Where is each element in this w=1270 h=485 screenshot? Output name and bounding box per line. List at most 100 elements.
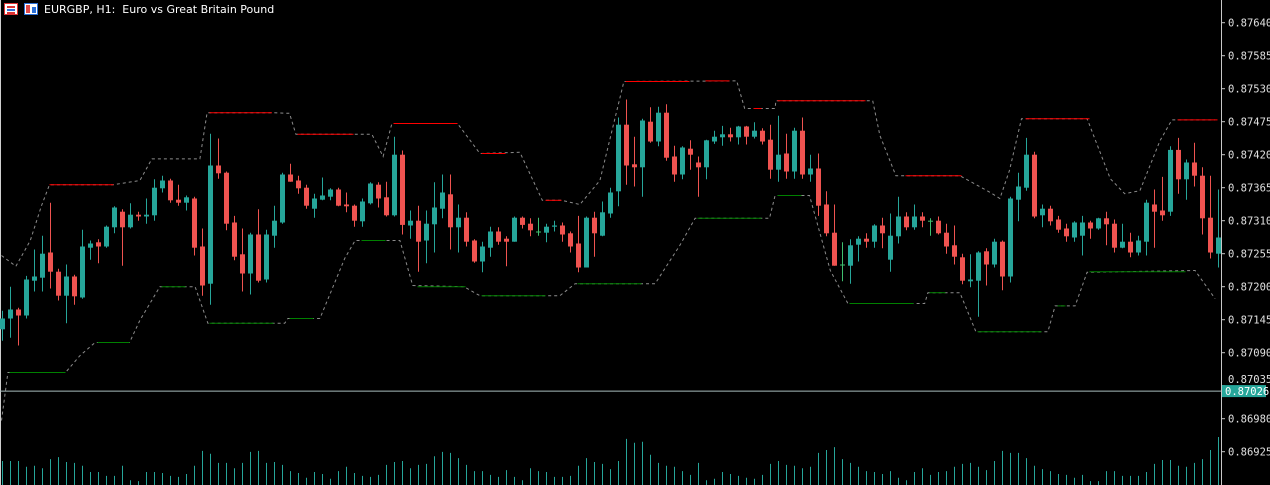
candle-body: [8, 309, 13, 319]
candle-body: [1072, 222, 1077, 238]
bull-candle: [360, 198, 365, 227]
bull-candle: [208, 133, 213, 305]
candle-body: [952, 245, 957, 257]
candle-body: [64, 276, 69, 296]
bull-candle: [736, 125, 741, 145]
candle-body: [336, 189, 341, 206]
bear-candle: [800, 117, 805, 179]
candle-body: [96, 242, 101, 247]
candle-body: [528, 223, 533, 231]
bull-candle: [80, 229, 85, 299]
bull-candle: [312, 193, 317, 218]
bull-candle: [24, 275, 29, 319]
bear-candle: [200, 228, 205, 296]
candle-body: [1000, 241, 1005, 277]
axis-tick-label: 0.87475: [1228, 117, 1270, 129]
bull-candle: [248, 232, 253, 295]
candle-body: [104, 226, 109, 247]
bear-candle: [576, 215, 581, 273]
bear-candle: [528, 218, 533, 237]
bear-candle: [816, 153, 821, 216]
bull-candle: [912, 204, 917, 230]
bear-candle: [944, 223, 949, 254]
candle-body: [536, 231, 541, 233]
bull-candle: [1072, 221, 1077, 242]
bull-candle: [424, 210, 429, 264]
candle-body: [368, 183, 373, 204]
bear-candle: [168, 178, 173, 203]
candle-body: [1024, 154, 1029, 188]
bull-candle: [680, 146, 685, 180]
candle-body: [312, 198, 317, 209]
axis-tick-label: 0.86980: [1228, 414, 1270, 426]
axis-tick-label: 0.87530: [1228, 84, 1270, 96]
candle-body: [656, 112, 661, 142]
candle-body: [584, 217, 589, 268]
bear-candle: [824, 191, 829, 237]
bull-candle: [1040, 204, 1045, 228]
candle-body: [920, 216, 925, 221]
candle-body: [184, 197, 189, 203]
bull-candle: [40, 235, 45, 292]
lower-band-line: [1, 195, 1216, 421]
candle-body: [720, 134, 725, 138]
candle-body: [464, 217, 469, 242]
candle-body: [752, 130, 757, 137]
bull-candle: [992, 238, 997, 268]
candle-body: [1048, 208, 1053, 222]
axis-tick-label: 0.86925: [1228, 447, 1270, 459]
bear-candle: [624, 99, 629, 185]
chart-title: EURGBP, H1: Euro vs Great Britain Pound: [44, 2, 275, 16]
candle-body: [640, 120, 645, 168]
candle-body: [168, 180, 173, 201]
candle-body: [928, 220, 933, 222]
bear-candle: [648, 107, 653, 143]
bear-candle: [592, 211, 597, 257]
candle-body: [112, 207, 117, 228]
candle-body: [632, 164, 637, 168]
candle-body: [176, 199, 181, 203]
chart-list-icon[interactable]: [4, 3, 18, 15]
bull-candle: [776, 115, 781, 182]
bear-candle: [920, 212, 925, 228]
bear-candle: [352, 204, 357, 227]
candle-body: [744, 126, 749, 137]
candle-body: [672, 156, 677, 175]
bear-candle: [936, 216, 941, 235]
bear-candle: [136, 211, 141, 221]
bear-candle: [224, 171, 229, 231]
candle-body: [568, 233, 573, 247]
candle-body: [224, 172, 229, 224]
candle-body: [120, 211, 125, 228]
volume-histogram: [2, 437, 1219, 485]
bull-candle: [848, 239, 853, 284]
candle-body: [960, 257, 965, 281]
bear-candle: [472, 239, 477, 263]
bear-candle: [1064, 223, 1069, 242]
candle-body: [856, 238, 861, 245]
candle-body: [576, 243, 581, 268]
bear-candle: [1208, 175, 1213, 259]
candle-body: [384, 197, 389, 216]
bull-candle: [752, 122, 757, 139]
bear-candle: [1032, 151, 1037, 219]
candle-body: [1120, 241, 1125, 248]
candle-body: [1184, 162, 1189, 180]
bear-candle: [120, 209, 125, 266]
candle-body: [712, 136, 717, 142]
candle-body: [816, 168, 821, 206]
bear-candle: [904, 212, 909, 231]
price-axis[interactable]: 0.87640 0.87585 0.87530 0.87475 0.87420 0.873…: [1221, 18, 1270, 459]
candle-body: [0, 318, 5, 330]
bull-candle: [408, 210, 413, 239]
bull-candle: [184, 195, 189, 211]
candles: [0, 99, 1221, 346]
candle-body: [352, 205, 357, 221]
doji-candle: [928, 218, 933, 236]
channel-bands: [1, 80, 1218, 421]
one-click-trading-icon[interactable]: [24, 3, 38, 15]
bull-candle: [144, 198, 149, 224]
bull-candle: [720, 125, 725, 146]
bull-candle: [856, 236, 861, 262]
